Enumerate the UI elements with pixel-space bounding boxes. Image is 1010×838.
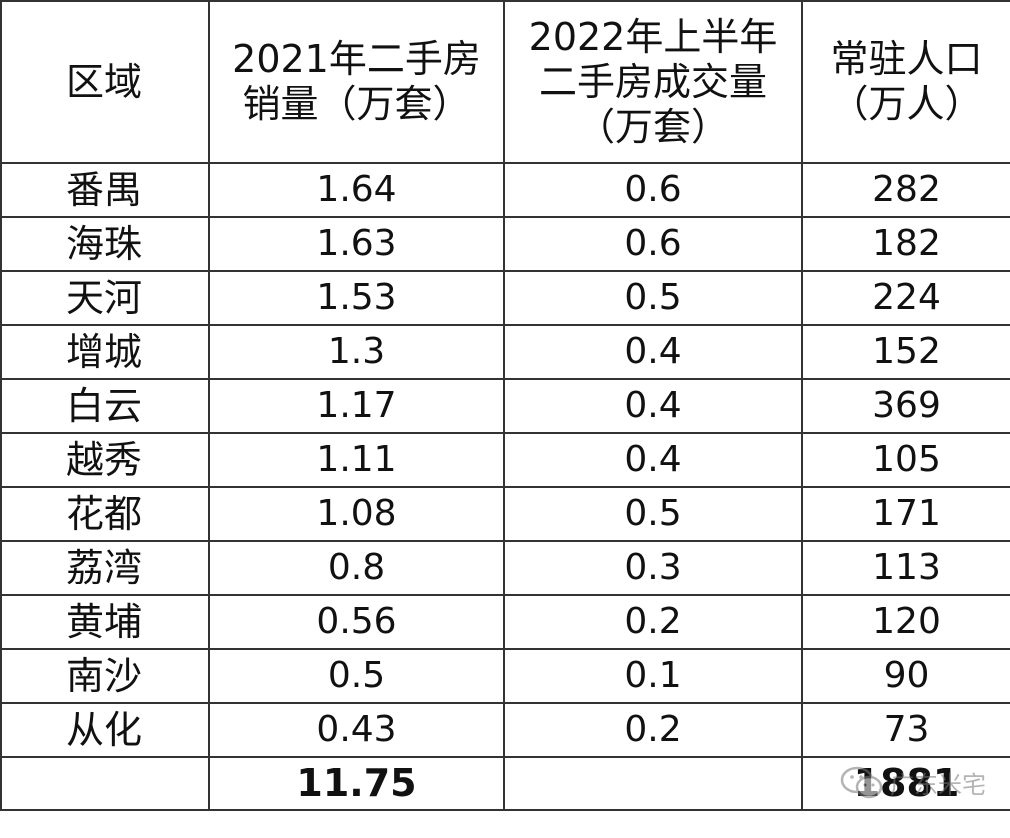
deals-2022-cell: 0.4 <box>503 324 803 380</box>
header-deals-2022-line: 2022年上半年 <box>528 14 778 59</box>
header-population-line: 常驻人口 <box>830 37 983 81</box>
population-cell: 224 <box>801 270 1010 326</box>
population-cell: 105 <box>801 432 1010 488</box>
deals-2022-cell: 0.6 <box>503 162 803 218</box>
deals-2022-cell: 0.5 <box>503 270 803 326</box>
region-cell: 荔湾 <box>0 540 210 596</box>
sales-2021-cell: 1.3 <box>208 324 505 380</box>
header-deals-2022-line: （万套） <box>576 104 729 149</box>
table-row: 南沙 0.5 0.1 90 <box>0 648 1010 704</box>
population-cell: 90 <box>801 648 1010 704</box>
header-region: 区域 <box>0 0 210 164</box>
region-cell: 黄埔 <box>0 594 210 650</box>
region-cell: 番禺 <box>0 162 210 218</box>
table-row: 增城 1.3 0.4 152 <box>0 324 1010 380</box>
header-row: 区域 2021年二手房 销量（万套） 2022年上半年 二手房成交量 （万套） … <box>0 0 1010 164</box>
sales-2021-cell: 1.11 <box>208 432 505 488</box>
population-cell: 171 <box>801 486 1010 542</box>
header-deals-2022: 2022年上半年 二手房成交量 （万套） <box>503 0 803 164</box>
population-cell: 113 <box>801 540 1010 596</box>
deals-2022-cell: 0.5 <box>503 486 803 542</box>
total-sales-2021-cell: 11.75 <box>208 756 505 811</box>
table-row: 番禺 1.64 0.6 282 <box>0 162 1010 218</box>
sales-2021-cell: 1.64 <box>208 162 505 218</box>
table-body: 番禺 1.64 0.6 282 海珠 1.63 0.6 182 天河 1.53 0.5 224 增城 1.… <box>0 162 1010 758</box>
header-sales-2021: 2021年二手房 销量（万套） <box>208 0 505 164</box>
deals-2022-cell: 0.4 <box>503 378 803 434</box>
region-cell: 天河 <box>0 270 210 326</box>
data-table: 区域 2021年二手房 销量（万套） 2022年上半年 二手房成交量 （万套） … <box>0 0 1010 811</box>
sales-2021-cell: 0.8 <box>208 540 505 596</box>
total-population-cell: 1881 <box>801 756 1010 811</box>
population-cell: 182 <box>801 216 1010 272</box>
sales-2021-cell: 1.17 <box>208 378 505 434</box>
sales-2021-cell: 0.43 <box>208 702 505 758</box>
header-population: 常驻人口 （万人） <box>801 0 1010 164</box>
table-row: 荔湾 0.8 0.3 113 <box>0 540 1010 596</box>
header-population-line: （万人） <box>830 82 983 126</box>
totals-row: 11.75 1881 <box>0 756 1010 811</box>
region-cell: 白云 <box>0 378 210 434</box>
header-sales-2021-line: 2021年二手房 <box>232 37 481 81</box>
header-deals-2022-line: 二手房成交量 <box>538 59 767 104</box>
sales-2021-cell: 0.5 <box>208 648 505 704</box>
population-cell: 120 <box>801 594 1010 650</box>
deals-2022-cell: 0.4 <box>503 432 803 488</box>
sales-2021-cell: 0.56 <box>208 594 505 650</box>
table-row: 越秀 1.11 0.4 105 <box>0 432 1010 488</box>
region-cell: 花都 <box>0 486 210 542</box>
region-cell: 海珠 <box>0 216 210 272</box>
total-deals-2022-cell <box>503 756 803 811</box>
sales-2021-cell: 1.63 <box>208 216 505 272</box>
population-cell: 369 <box>801 378 1010 434</box>
deals-2022-cell: 0.2 <box>503 594 803 650</box>
table-row: 白云 1.17 0.4 369 <box>0 378 1010 434</box>
population-cell: 152 <box>801 324 1010 380</box>
table-row: 从化 0.43 0.2 73 <box>0 702 1010 758</box>
table-row: 花都 1.08 0.5 171 <box>0 486 1010 542</box>
deals-2022-cell: 0.2 <box>503 702 803 758</box>
population-cell: 73 <box>801 702 1010 758</box>
sales-2021-cell: 1.08 <box>208 486 505 542</box>
sales-2021-cell: 1.53 <box>208 270 505 326</box>
table-row: 黄埔 0.56 0.2 120 <box>0 594 1010 650</box>
region-cell: 南沙 <box>0 648 210 704</box>
header-sales-2021-line: 销量（万套） <box>242 82 471 126</box>
population-cell: 282 <box>801 162 1010 218</box>
region-cell: 增城 <box>0 324 210 380</box>
region-cell: 从化 <box>0 702 210 758</box>
region-cell: 越秀 <box>0 432 210 488</box>
total-region-cell <box>0 756 210 811</box>
table-row: 海珠 1.63 0.6 182 <box>0 216 1010 272</box>
deals-2022-cell: 0.1 <box>503 648 803 704</box>
table-row: 天河 1.53 0.5 224 <box>0 270 1010 326</box>
deals-2022-cell: 0.6 <box>503 216 803 272</box>
deals-2022-cell: 0.3 <box>503 540 803 596</box>
